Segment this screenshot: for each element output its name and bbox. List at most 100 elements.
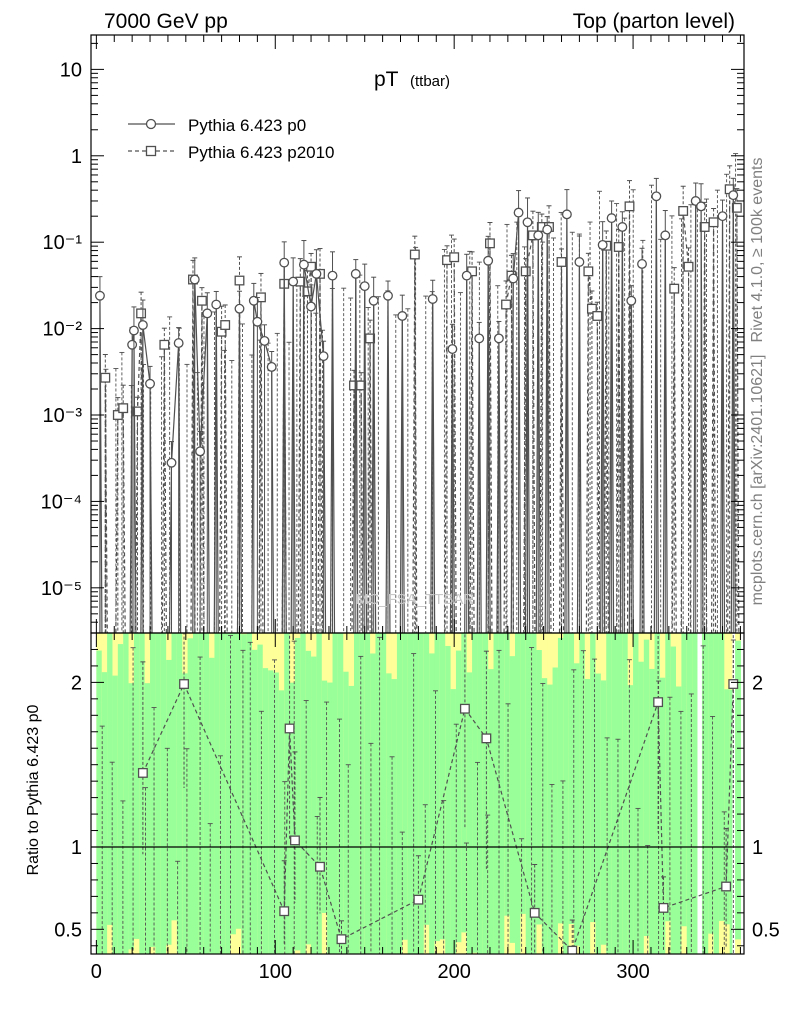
band-inner-bin	[348, 685, 355, 954]
data-point-p0	[508, 273, 519, 284]
series-line-p0	[99, 195, 736, 633]
data-point-p0	[189, 274, 200, 285]
band-inner-bin	[627, 685, 634, 954]
band-inner-bin	[659, 677, 666, 954]
data-point-p0	[474, 333, 485, 344]
y-tick-label: 10⁻⁴	[41, 491, 82, 513]
data-point-p2010	[112, 410, 123, 420]
data-point-p0	[94, 290, 105, 301]
data-point-p0	[248, 295, 259, 306]
analysis-watermark: MC_FSA_TTBAR	[356, 591, 475, 608]
x-axis: 0 100 200 300	[91, 35, 741, 983]
band-inner-bin	[273, 672, 280, 954]
band-inner-bin	[123, 633, 130, 954]
band-inner-bin	[439, 633, 446, 940]
ratio-y-tick-label-right: 2	[752, 672, 763, 694]
band-inner-bin	[343, 671, 350, 954]
data-point-p0	[137, 320, 148, 330]
data-point-p2010	[100, 372, 111, 383]
data-point-p0	[259, 335, 270, 346]
band-inner-bin	[300, 633, 307, 954]
ratio-y-tick-label-right: 0.5	[752, 919, 780, 941]
band-inner-bin	[160, 633, 167, 954]
ratio-uncertainty-bands	[96, 633, 742, 954]
data-point-p2010	[234, 275, 245, 286]
band-inner-bin	[423, 633, 430, 925]
data-point-p0	[288, 276, 299, 287]
data-point-p0	[173, 338, 184, 349]
data-point-p0	[427, 294, 438, 304]
band-inner-bin	[166, 659, 173, 945]
header-left: 7000 GeV pp	[104, 10, 228, 33]
ratio-point-p2010	[315, 861, 325, 872]
band-inner-bin	[316, 633, 323, 954]
data-point-p0	[728, 190, 739, 201]
header-right: Top (parton level)	[573, 10, 735, 33]
data-point-p0	[651, 191, 662, 202]
data-point-p0	[127, 339, 138, 350]
x-tick-label: 0	[91, 961, 102, 983]
band-inner-bin	[187, 638, 194, 954]
band-inner-bin	[477, 633, 484, 954]
band-inner-bin	[321, 680, 328, 913]
band-inner-bin	[493, 633, 500, 954]
data-point-p0	[617, 222, 628, 232]
x-tick-label: 300	[616, 961, 649, 983]
ratio-point-p2010	[336, 934, 347, 945]
data-point-p0	[522, 217, 533, 228]
data-point-p0	[696, 201, 707, 212]
data-point-p2010	[220, 320, 231, 330]
band-inner-bin	[547, 684, 554, 954]
band-inner-bin	[665, 633, 672, 922]
ratio-plot-area	[99, 633, 739, 954]
band-inner-bin	[133, 633, 140, 939]
band-inner-bin	[461, 633, 468, 933]
data-point-p2010	[678, 205, 689, 216]
band-inner-bin	[112, 675, 119, 954]
band-inner-bin	[713, 633, 720, 954]
legend: Pythia 6.423 p0 Pythia 6.423 p2010	[128, 116, 335, 162]
band-inner-bin	[375, 633, 382, 954]
band-inner-bin	[531, 633, 538, 954]
band-inner-bin	[686, 633, 693, 954]
ratio-point-p2010	[653, 697, 664, 708]
band-inner-bin	[649, 668, 656, 954]
band-inner-bin	[359, 633, 366, 954]
band-inner-bin	[724, 689, 731, 925]
band-inner-bin	[294, 637, 301, 951]
data-point-p0	[561, 209, 572, 220]
data-point-p2010	[118, 403, 129, 414]
ratio-point-p2010	[284, 723, 295, 734]
legend-label-p2010: Pythia 6.423 p2010	[188, 143, 335, 162]
band-gap	[697, 633, 702, 954]
data-point-p0	[298, 259, 309, 270]
band-inner-bin	[386, 673, 393, 954]
band-inner-bin	[380, 633, 387, 954]
band-inner-bin	[676, 686, 682, 954]
band-inner-bin	[708, 633, 715, 934]
band-inner-bin	[413, 633, 419, 954]
band-inner-bin	[289, 682, 296, 954]
data-point-p2010	[683, 261, 694, 272]
band-inner-bin	[402, 633, 409, 940]
data-point-p0	[542, 224, 553, 235]
band-inner-bin	[198, 633, 205, 954]
data-point-p0	[447, 344, 458, 354]
data-point-p0	[279, 257, 290, 268]
data-point-p0	[145, 378, 155, 389]
band-inner-bin	[504, 633, 511, 916]
ratio-point-p2010	[290, 835, 300, 846]
ratio-y-tick-label-right: 1	[752, 837, 763, 859]
ratio-point-p2010	[279, 906, 290, 917]
ratio-point-p2010	[728, 679, 739, 689]
data-point-p0	[574, 257, 585, 267]
data-point-p0	[266, 361, 277, 372]
data-point-p2010	[136, 308, 147, 319]
data-point-p0	[306, 301, 317, 312]
band-inner-bin	[144, 683, 151, 954]
data-point-p0	[606, 213, 617, 224]
band-inner-bin	[600, 680, 607, 945]
band-inner-bin	[278, 690, 285, 954]
data-point-p2010	[409, 249, 420, 260]
data-point-p2010	[196, 295, 207, 306]
